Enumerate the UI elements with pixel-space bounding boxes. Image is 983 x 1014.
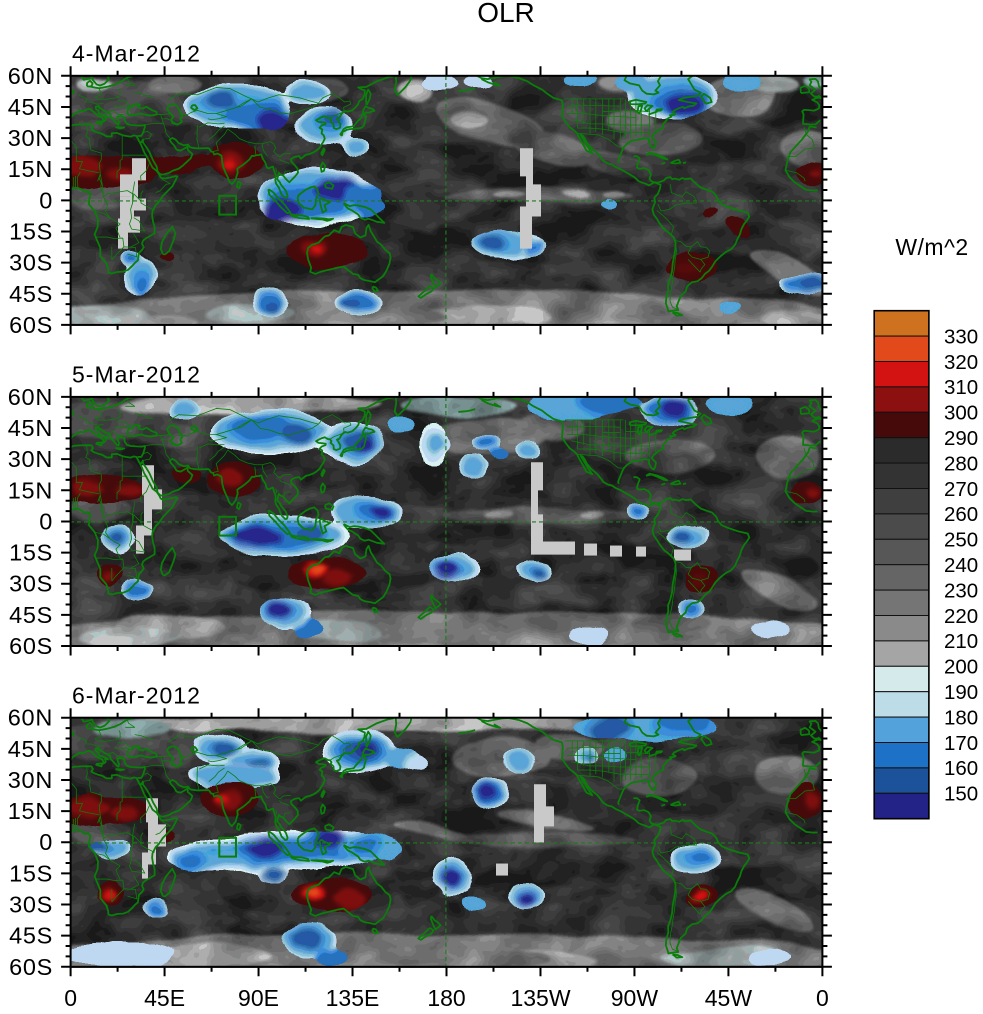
svg-text:OLR: OLR — [477, 0, 535, 28]
svg-text:6-Mar-2012: 6-Mar-2012 — [72, 683, 201, 709]
svg-text:280: 280 — [944, 452, 978, 475]
svg-text:170: 170 — [944, 732, 978, 755]
svg-text:200: 200 — [944, 656, 978, 679]
svg-text:45W: 45W — [705, 985, 753, 1011]
svg-text:150: 150 — [944, 783, 978, 806]
svg-text:90W: 90W — [611, 985, 659, 1011]
svg-text:60N: 60N — [8, 63, 53, 89]
svg-text:45S: 45S — [9, 602, 53, 628]
svg-text:310: 310 — [944, 376, 978, 399]
svg-text:180: 180 — [944, 706, 978, 729]
svg-text:30S: 30S — [9, 250, 53, 276]
svg-text:45N: 45N — [8, 736, 53, 762]
svg-text:5-Mar-2012: 5-Mar-2012 — [72, 362, 201, 388]
svg-text:260: 260 — [944, 503, 978, 526]
svg-text:45E: 45E — [144, 985, 185, 1011]
svg-text:300: 300 — [944, 402, 978, 425]
svg-text:220: 220 — [944, 605, 978, 628]
svg-text:210: 210 — [944, 630, 978, 653]
svg-text:45N: 45N — [8, 94, 53, 120]
svg-text:30N: 30N — [8, 125, 53, 151]
svg-text:290: 290 — [944, 427, 978, 450]
svg-text:15N: 15N — [8, 798, 53, 824]
svg-text:90E: 90E — [238, 985, 279, 1011]
svg-text:160: 160 — [944, 757, 978, 780]
svg-text:135E: 135E — [326, 985, 380, 1011]
svg-text:15S: 15S — [9, 860, 53, 886]
svg-text:180: 180 — [427, 985, 465, 1011]
svg-text:30N: 30N — [8, 767, 53, 793]
svg-text:30S: 30S — [9, 571, 53, 597]
svg-text:45S: 45S — [9, 281, 53, 307]
svg-text:45N: 45N — [8, 415, 53, 441]
svg-text:190: 190 — [944, 681, 978, 704]
svg-text:W/m^2: W/m^2 — [895, 234, 968, 260]
svg-text:60N: 60N — [8, 705, 53, 731]
svg-text:135W: 135W — [510, 985, 570, 1011]
svg-text:270: 270 — [944, 478, 978, 501]
svg-text:0: 0 — [39, 829, 53, 855]
svg-text:15N: 15N — [8, 477, 53, 503]
svg-text:0: 0 — [39, 187, 53, 213]
svg-text:330: 330 — [944, 325, 978, 348]
svg-text:15S: 15S — [9, 540, 53, 566]
svg-text:4-Mar-2012: 4-Mar-2012 — [72, 41, 201, 67]
svg-text:60S: 60S — [9, 633, 53, 659]
svg-text:240: 240 — [944, 554, 978, 577]
svg-text:30N: 30N — [8, 446, 53, 472]
svg-text:0: 0 — [64, 985, 77, 1011]
svg-text:0: 0 — [39, 508, 53, 534]
svg-text:0: 0 — [816, 985, 829, 1011]
svg-text:15N: 15N — [8, 156, 53, 182]
svg-text:230: 230 — [944, 579, 978, 602]
svg-text:250: 250 — [944, 529, 978, 552]
svg-text:60S: 60S — [9, 954, 53, 980]
svg-text:15S: 15S — [9, 219, 53, 245]
svg-text:60N: 60N — [8, 384, 53, 410]
svg-text:320: 320 — [944, 351, 978, 374]
svg-text:60S: 60S — [9, 312, 53, 338]
svg-text:45S: 45S — [9, 923, 53, 949]
svg-text:30S: 30S — [9, 892, 53, 918]
